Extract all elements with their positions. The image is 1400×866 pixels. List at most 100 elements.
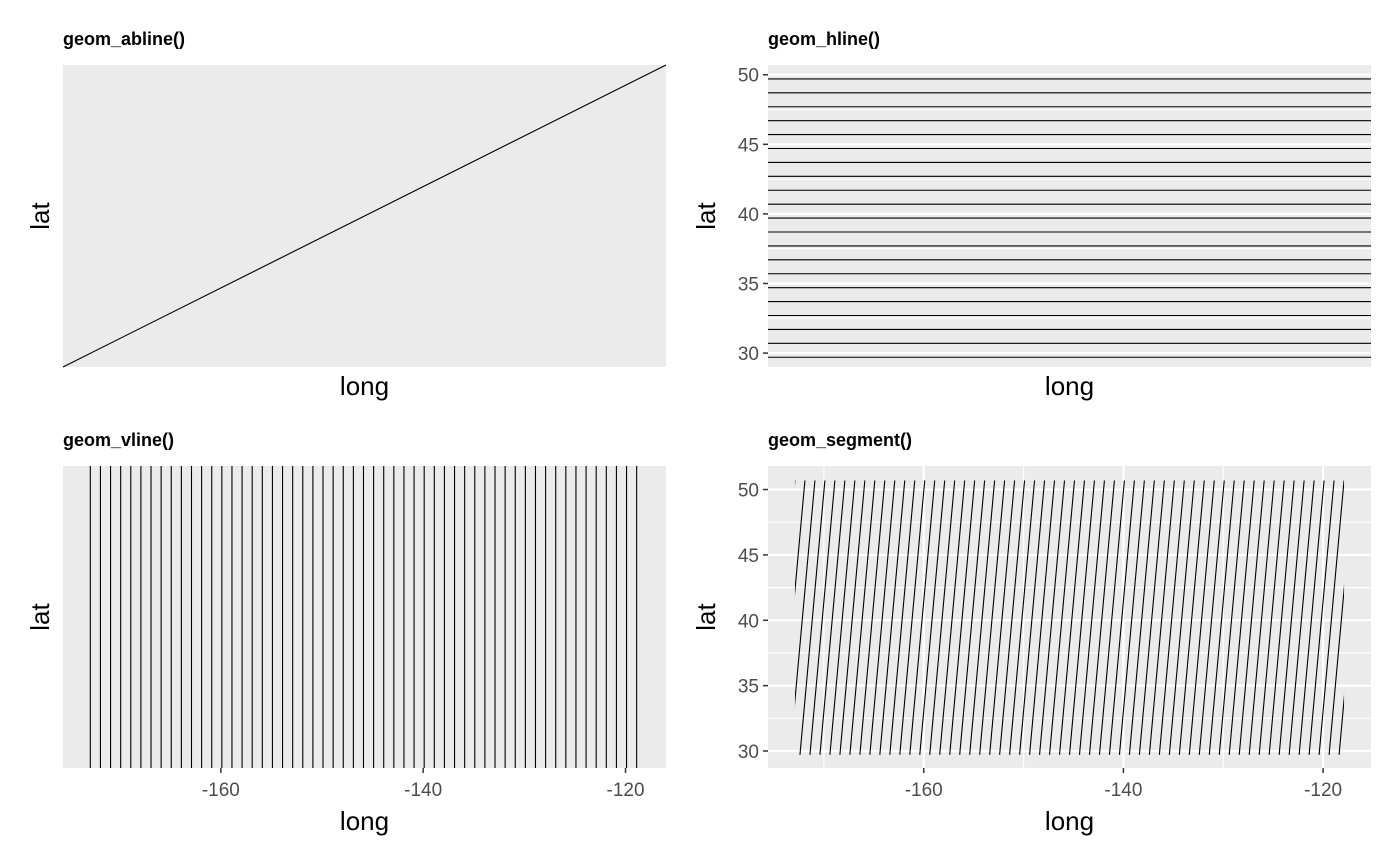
segment (1198, 480, 1225, 755)
segment (1258, 480, 1285, 755)
segment (829, 480, 856, 755)
abline (62, 64, 667, 368)
segment (1158, 480, 1185, 755)
y-tick-label: 30 (738, 344, 759, 365)
segment (1328, 584, 1345, 755)
panel-vline: geom_vline() -160 -140 -120 long lat (25, 430, 666, 836)
panel-title: geom_abline() (63, 29, 185, 49)
marks-group (62, 64, 667, 368)
y-tick-label: 45 (738, 546, 759, 567)
x-tick-label: -140 (404, 780, 442, 801)
segment (1078, 480, 1105, 755)
segment (969, 480, 996, 755)
segment (799, 480, 826, 755)
segment (1039, 480, 1066, 755)
segment (1338, 693, 1345, 755)
y-tick-label: 35 (738, 274, 759, 295)
segment (1298, 480, 1325, 755)
segment (809, 480, 836, 755)
ticks-group: 30 35 40 45 50 -160 -140 -120 (738, 481, 1342, 801)
x-axis-title: long (1045, 806, 1094, 836)
plot-area (768, 65, 1371, 367)
x-tick-label: -120 (1304, 780, 1342, 801)
segment (1178, 480, 1205, 755)
segments (794, 480, 1345, 755)
segment (1098, 480, 1125, 755)
x-axis-title: long (340, 371, 389, 401)
segment (1058, 480, 1086, 755)
segment (1118, 480, 1145, 755)
segment (1009, 480, 1036, 755)
segment (999, 480, 1026, 755)
panel-title: geom_segment() (768, 430, 912, 450)
segment (889, 480, 916, 755)
segment (1188, 480, 1215, 755)
panel-title: geom_hline() (768, 29, 880, 49)
segment (919, 480, 946, 755)
panel-hline: geom_hline() 30 35 40 45 50 long lat (691, 29, 1371, 401)
x-axis-title: long (1045, 371, 1094, 401)
segment (1218, 480, 1245, 755)
y-tick-label: 45 (738, 135, 759, 156)
segment (979, 480, 1006, 755)
y-axis-title: lat (691, 201, 721, 229)
segment (879, 480, 906, 755)
segment (1168, 480, 1195, 755)
segment (909, 480, 936, 755)
segment (1108, 480, 1135, 755)
segment (1278, 480, 1305, 755)
segment (859, 480, 886, 755)
segment (1268, 480, 1295, 755)
x-axis-title: long (340, 806, 389, 836)
segment (949, 480, 976, 755)
y-tick-label: 40 (738, 205, 759, 226)
segment (899, 480, 926, 755)
ticks-group: 30 35 40 45 50 (738, 66, 768, 365)
segment (939, 480, 966, 755)
x-tick-label: -160 (905, 780, 943, 801)
segment (1148, 480, 1175, 755)
y-axis-title: lat (25, 201, 55, 229)
segment (929, 480, 956, 755)
y-tick-label: 35 (738, 677, 759, 698)
grid-group (768, 73, 1371, 355)
segment (989, 480, 1016, 755)
segment (839, 480, 866, 755)
segment (1288, 480, 1315, 755)
segment (794, 480, 816, 707)
x-tick-label: -140 (1104, 780, 1142, 801)
segment (1208, 480, 1235, 755)
plot-area (768, 466, 1371, 768)
segment (1019, 480, 1046, 755)
segment (1238, 480, 1265, 755)
segment (1228, 480, 1255, 755)
segment (959, 480, 986, 755)
marks-group (768, 78, 1371, 358)
y-tick-label: 40 (738, 611, 759, 632)
segment (819, 480, 846, 755)
segment (1248, 480, 1275, 755)
segment (1138, 480, 1165, 755)
segment (869, 480, 896, 755)
panel-abline: geom_abline() long lat (25, 29, 667, 401)
y-axis-title: lat (25, 602, 55, 630)
segment (794, 480, 806, 597)
panel-segment: geom_segment() 30 35 40 45 50 -160 -140 -120 lo… (691, 430, 1371, 836)
segment (1068, 480, 1096, 755)
marks-group (794, 480, 1345, 755)
marks-group (89, 466, 638, 768)
segment (1029, 480, 1056, 755)
y-axis-title: lat (691, 602, 721, 630)
y-tick-label: 50 (738, 481, 759, 502)
x-tick-label: -160 (202, 780, 240, 801)
y-tick-label: 30 (738, 742, 759, 763)
segment (1088, 480, 1115, 755)
y-tick-label: 50 (738, 66, 759, 87)
segment (1048, 480, 1076, 755)
segment (1128, 480, 1155, 755)
panel-title: geom_vline() (63, 430, 174, 450)
x-tick-label: -120 (607, 780, 645, 801)
segment (1308, 480, 1335, 755)
ticks-group: -160 -140 -120 (202, 768, 645, 801)
